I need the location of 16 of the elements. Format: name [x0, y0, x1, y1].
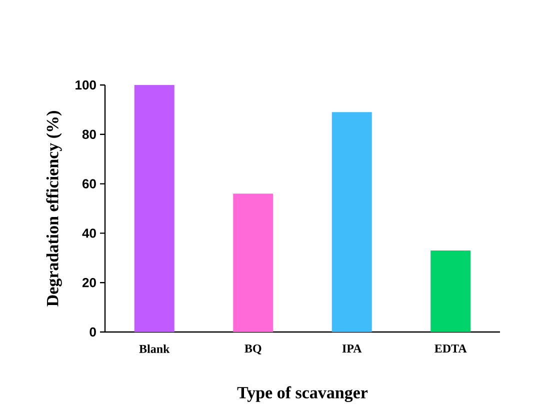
bar [134, 84, 174, 332]
y-tick-label: 100 [76, 80, 96, 90]
x-tick-label: IPA [342, 344, 362, 352]
y-tick-label: 60 [82, 179, 96, 188]
bar [430, 250, 471, 332]
x-tick-label: BQ [244, 344, 262, 354]
x-axis-title: Type of scavanger [237, 386, 368, 402]
x-tick-label: EDTA [434, 344, 467, 352]
bar [332, 112, 372, 332]
y-tick-label: 80 [82, 130, 96, 139]
y-axis-title: Degradation efficiency (%) [46, 111, 62, 306]
y-tick-label: 0 [90, 327, 96, 337]
bar [233, 194, 274, 332]
x-tick-label: Blank [139, 344, 170, 353]
y-tick-label: 40 [82, 228, 96, 238]
y-tick-label: 20 [82, 278, 96, 288]
